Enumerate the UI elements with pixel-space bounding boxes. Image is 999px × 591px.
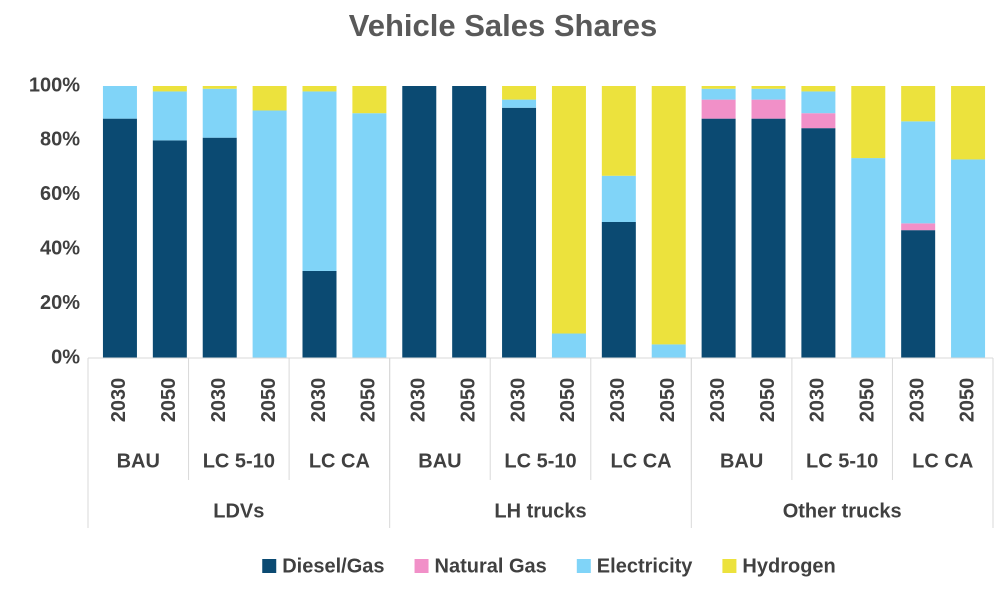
vehicle-label: LDVs — [213, 500, 264, 522]
x-tick-label: 2050 — [158, 378, 180, 423]
bar-segment — [402, 86, 437, 358]
x-tick-label: 2050 — [857, 378, 879, 423]
legend-swatch — [414, 559, 429, 573]
bar-segment — [701, 118, 736, 358]
bar-segment — [202, 86, 237, 89]
x-tick-label: 2030 — [108, 378, 130, 423]
x-tick-label: 2030 — [906, 378, 928, 423]
scenario-label: LC 5-10 — [203, 450, 275, 472]
bar-segment — [801, 113, 836, 129]
x-tick-label: 2030 — [408, 378, 430, 423]
x-tick-label: 2050 — [557, 378, 579, 423]
scenario-label: BAU — [117, 450, 160, 472]
scenario-label: BAU — [418, 450, 461, 472]
y-tick-label: 40% — [40, 237, 80, 259]
x-tick-label: 2050 — [358, 378, 380, 423]
x-tick-label: 2050 — [956, 378, 978, 423]
bar-segment — [452, 86, 487, 358]
scenario-label: LC CA — [611, 450, 672, 472]
vehicle-label: LH trucks — [494, 500, 586, 522]
bar-segment — [152, 86, 187, 92]
bar-segment — [551, 333, 586, 358]
bar-segment — [951, 159, 986, 358]
x-tick-label: 2030 — [507, 378, 529, 423]
bar-segment — [152, 91, 187, 141]
y-tick-label: 80% — [40, 129, 80, 151]
scenario-label: LC CA — [309, 450, 370, 472]
y-tick-label: 100% — [29, 74, 80, 96]
bar-segment — [701, 88, 736, 100]
bar-segment — [252, 110, 287, 358]
scenario-label: LC 5-10 — [806, 450, 878, 472]
bar-segment — [551, 86, 586, 334]
x-tick-label: 2050 — [657, 378, 679, 423]
bar-segment — [851, 86, 886, 159]
bar-segment — [801, 91, 836, 114]
bar-segment — [302, 270, 337, 358]
bar-segment — [352, 86, 387, 114]
legend-label: Electricity — [597, 555, 693, 577]
bar-segment — [751, 86, 786, 89]
bar-segment — [701, 99, 736, 119]
scenario-label: LC CA — [912, 450, 973, 472]
bar-segment — [152, 140, 187, 358]
bar-segment — [901, 230, 936, 358]
bar-segment — [651, 86, 686, 345]
bar-segment — [601, 175, 636, 222]
y-tick-label: 0% — [51, 346, 80, 368]
bar-segment — [851, 158, 886, 358]
bar-segment — [302, 91, 337, 271]
x-tick-label: 2050 — [258, 378, 280, 423]
bar-segment — [352, 113, 387, 358]
bar-segment — [302, 86, 337, 92]
bar-segment — [502, 99, 537, 108]
legend-swatch — [262, 559, 277, 573]
bar-segment — [951, 86, 986, 160]
bar-segment — [202, 137, 237, 358]
bar-segment — [901, 86, 936, 122]
legend-label: Diesel/Gas — [282, 555, 384, 577]
scenario-label: BAU — [720, 450, 763, 472]
bar-segment — [901, 223, 936, 231]
bar-segment — [751, 99, 786, 119]
y-tick-label: 60% — [40, 183, 80, 205]
y-tick-label: 20% — [40, 292, 80, 314]
legend-label: Natural Gas — [435, 555, 547, 577]
scenario-label: LC 5-10 — [504, 450, 576, 472]
x-tick-label: 2030 — [807, 378, 829, 423]
legend-swatch — [576, 559, 591, 573]
bar-segment — [252, 86, 287, 111]
bar-segment — [502, 107, 537, 358]
x-tick-label: 2030 — [208, 378, 230, 423]
legend-label: Hydrogen — [742, 555, 835, 577]
x-tick-label: 2030 — [308, 378, 330, 423]
legend-swatch — [722, 559, 737, 573]
legend: Diesel/Gas Natural Gas Electricity Hydrogen — [262, 555, 836, 577]
bar-segment — [701, 86, 736, 89]
bar-segment — [801, 86, 836, 92]
bar-segment — [901, 121, 936, 224]
bar-segment — [502, 86, 537, 100]
vehicle-label: Other trucks — [783, 500, 902, 522]
bar-segment — [601, 86, 636, 176]
bar-segment — [202, 88, 237, 138]
x-tick-label: 2030 — [607, 378, 629, 423]
bar-segment — [801, 128, 836, 358]
bar-segment — [751, 118, 786, 358]
x-tick-label: 2050 — [457, 378, 479, 423]
chart-title: Vehicle Sales Shares — [349, 8, 658, 43]
bar-segment — [102, 118, 137, 358]
bar-segment — [601, 222, 636, 358]
bar-segment — [751, 88, 786, 100]
x-tick-label: 2050 — [757, 378, 779, 423]
bar-segment — [651, 344, 686, 358]
bar-segment — [102, 86, 137, 119]
x-tick-label: 2030 — [707, 378, 729, 423]
